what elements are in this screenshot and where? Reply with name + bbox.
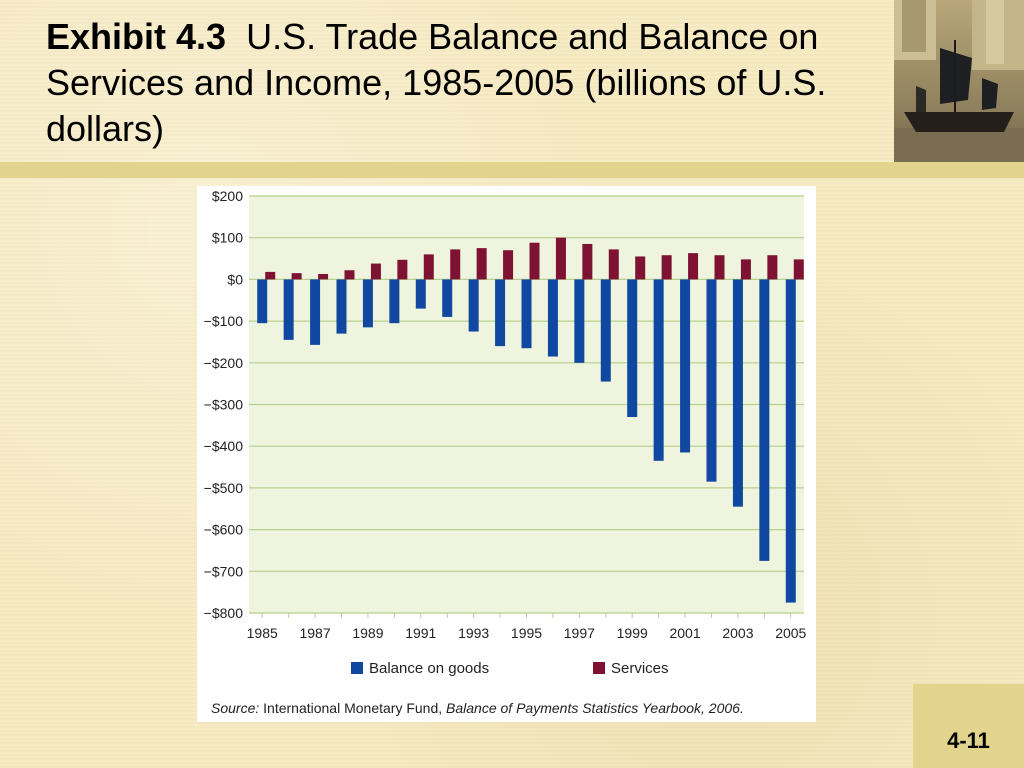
y-tick-label: $100 xyxy=(212,230,243,246)
bar-services-1994 xyxy=(503,250,514,280)
bar-goods-1989 xyxy=(362,279,373,328)
bar-services-2005 xyxy=(793,259,804,280)
x-tick-label: 1997 xyxy=(564,625,595,641)
bar-services-2004 xyxy=(767,255,778,280)
bar-services-1989 xyxy=(370,263,381,280)
y-tick-label: −$400 xyxy=(204,438,244,454)
bar-goods-1986 xyxy=(283,279,294,340)
source-publication: Balance of Payments Statistics Yearbook,… xyxy=(446,700,744,716)
bar-services-1993 xyxy=(476,248,487,280)
x-tick-label: 1999 xyxy=(617,625,648,641)
bar-goods-1998 xyxy=(600,279,611,382)
x-tick-label: 1989 xyxy=(352,625,383,641)
bar-goods-1999 xyxy=(627,279,638,418)
bar-goods-2005 xyxy=(785,279,796,603)
legend-swatch-services xyxy=(593,662,605,674)
bar-services-2000 xyxy=(661,255,672,280)
bar-services-1995 xyxy=(529,242,540,280)
source-text: International Monetary Fund, xyxy=(263,700,446,716)
slide-title: Exhibit 4.3 U.S. Trade Balance and Balan… xyxy=(46,14,876,152)
x-tick-label: 2001 xyxy=(669,625,700,641)
page-number-box: 4-11 xyxy=(913,684,1024,768)
bar-goods-1996 xyxy=(547,279,558,357)
x-tick-label: 2003 xyxy=(722,625,753,641)
legend-swatch-goods xyxy=(351,662,363,674)
page-number: 4-11 xyxy=(947,728,990,753)
source-note: Source: International Monetary Fund, Bal… xyxy=(211,700,744,716)
bar-goods-2001 xyxy=(680,279,691,453)
bar-goods-1995 xyxy=(521,279,532,349)
x-tick-label: 1987 xyxy=(299,625,330,641)
y-tick-label: −$200 xyxy=(204,355,244,371)
bar-goods-1991 xyxy=(415,279,426,309)
bar-services-1987 xyxy=(318,273,329,280)
junk-boat-photo xyxy=(894,0,1024,162)
bar-goods-2004 xyxy=(759,279,770,561)
bar-services-1988 xyxy=(344,270,355,280)
bar-services-1997 xyxy=(582,243,593,280)
x-tick-label: 2005 xyxy=(775,625,806,641)
y-tick-label: −$500 xyxy=(204,480,244,496)
bar-services-2002 xyxy=(714,255,725,280)
x-tick-label: 1991 xyxy=(405,625,436,641)
trade-balance-chart: $200 $100 $0 −$100 −$200 −$300 −$400 −$500 −$600… xyxy=(204,188,807,716)
bar-goods-2003 xyxy=(732,279,743,507)
y-tick-label: −$800 xyxy=(204,605,244,621)
x-tick-label: 1985 xyxy=(247,625,278,641)
bar-goods-1985 xyxy=(257,279,268,324)
bar-services-1991 xyxy=(423,254,434,280)
y-tick-label: $200 xyxy=(212,188,243,204)
bar-services-1996 xyxy=(555,237,566,280)
y-tick-label: −$700 xyxy=(204,563,244,579)
bar-services-1992 xyxy=(450,249,461,280)
y-tick-label: −$100 xyxy=(204,313,244,329)
legend-label-services: Services xyxy=(611,660,669,677)
bar-services-1986 xyxy=(291,273,302,280)
x-tick-label: 1995 xyxy=(511,625,542,641)
header-divider xyxy=(0,162,1024,178)
bar-services-2003 xyxy=(740,259,751,280)
bar-services-1985 xyxy=(265,271,276,280)
bar-goods-1994 xyxy=(495,279,506,347)
bar-services-1998 xyxy=(608,249,619,280)
exhibit-title: U.S. Trade Balance and Balance on Servic… xyxy=(46,16,827,149)
chart-legend: Balance on goods Services xyxy=(351,660,669,677)
y-tick-label: −$300 xyxy=(204,397,244,413)
x-tick-label: 1993 xyxy=(458,625,489,641)
bar-goods-1990 xyxy=(389,279,400,324)
bar-goods-2002 xyxy=(706,279,717,482)
bar-services-1990 xyxy=(397,259,408,280)
bar-services-2001 xyxy=(688,253,699,280)
legend-label-goods: Balance on goods xyxy=(369,660,489,677)
bar-services-1999 xyxy=(635,256,646,280)
chart-panel: $200 $100 $0 −$100 −$200 −$300 −$400 −$500 −$600… xyxy=(197,186,816,722)
bar-goods-2000 xyxy=(653,279,664,461)
bar-goods-1997 xyxy=(574,279,585,363)
bar-goods-1992 xyxy=(442,279,453,317)
bar-goods-1987 xyxy=(310,279,321,345)
bar-goods-1988 xyxy=(336,279,347,334)
bar-goods-1993 xyxy=(468,279,479,332)
exhibit-label: Exhibit 4.3 xyxy=(46,16,227,57)
source-label: Source: xyxy=(211,700,259,716)
y-tick-label: $0 xyxy=(227,271,243,287)
y-tick-label: −$600 xyxy=(204,522,244,538)
